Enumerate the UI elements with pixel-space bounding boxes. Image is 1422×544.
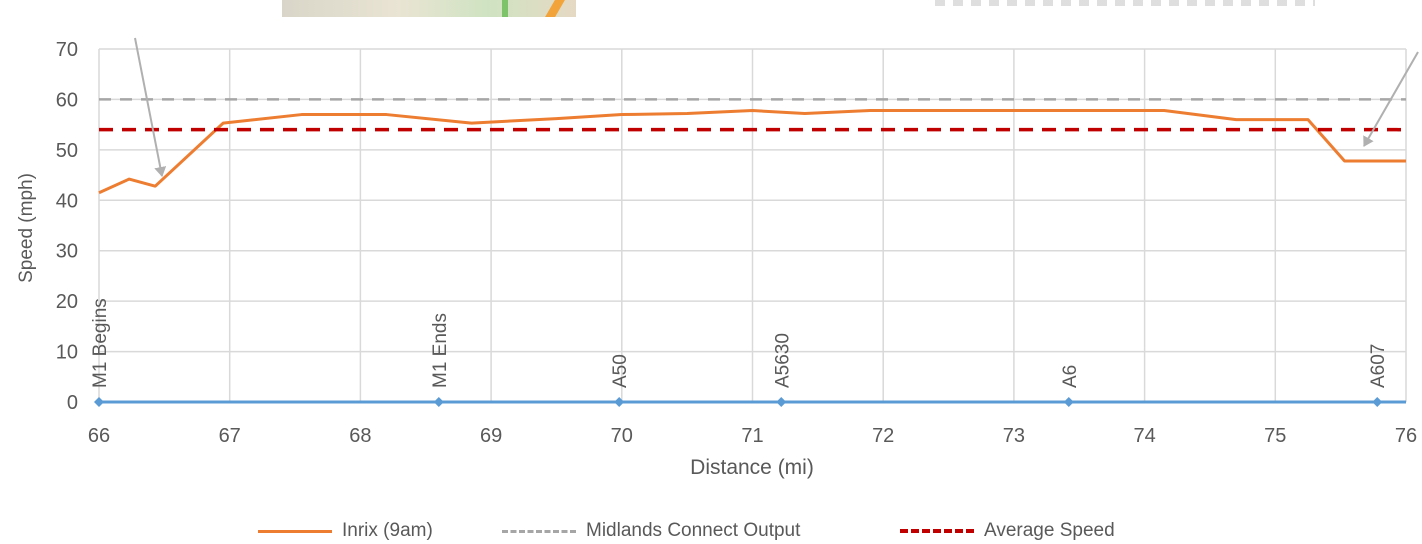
x-axis-ticks: 66 67 68 69 70 71 72 73 74 75 76 bbox=[88, 425, 1417, 447]
y-tick-label: 30 bbox=[56, 241, 78, 263]
speed-chart: 0 10 20 30 40 50 60 70 66 67 68 69 70 71 72 73 74 75 76 M… bbox=[16, 37, 1419, 479]
map-road-green bbox=[502, 0, 508, 17]
x-tick-label: 73 bbox=[1003, 425, 1025, 447]
junction-marker bbox=[94, 397, 104, 407]
annotation-arrow-right bbox=[1363, 51, 1419, 147]
junction-label: A6 bbox=[1060, 365, 1081, 388]
cropped-annotation-fragment bbox=[935, 0, 1315, 6]
legend-item-average: Average Speed bbox=[900, 520, 1115, 542]
junction-label: A50 bbox=[610, 354, 631, 388]
junction-marker bbox=[1063, 397, 1074, 407]
x-tick-label: 72 bbox=[872, 425, 894, 447]
junction-marker bbox=[1372, 397, 1383, 407]
junction-layer: M1 Begins M1 Ends A50 A5630 A6 A607 bbox=[90, 298, 1406, 407]
legend-item-midlands: Midlands Connect Output bbox=[502, 520, 800, 542]
x-tick-label: 75 bbox=[1264, 425, 1286, 447]
y-tick-label: 20 bbox=[56, 291, 78, 313]
legend-swatch-inrix bbox=[258, 529, 332, 533]
junction-label: A607 bbox=[1368, 344, 1389, 388]
legend-item-inrix: Inrix (9am) bbox=[258, 520, 433, 542]
junction-label: A5630 bbox=[772, 333, 793, 388]
y-tick-label: 50 bbox=[56, 140, 78, 162]
x-tick-label: 71 bbox=[741, 425, 763, 447]
y-tick-label: 70 bbox=[56, 39, 78, 61]
map-thumbnail bbox=[282, 0, 576, 17]
grid-lines bbox=[98, 48, 1407, 403]
annotation-arrow-left bbox=[134, 37, 167, 177]
junction-label: M1 Begins bbox=[90, 298, 111, 388]
x-tick-label: 76 bbox=[1395, 425, 1417, 447]
junction-label: M1 Ends bbox=[430, 313, 451, 388]
junction-marker bbox=[433, 397, 444, 407]
y-axis-label: Speed (mph) bbox=[16, 173, 37, 283]
x-tick-label: 68 bbox=[349, 425, 371, 447]
series-layer bbox=[98, 98, 1406, 195]
legend-swatch-average bbox=[900, 529, 974, 533]
x-axis-label: Distance (mi) bbox=[690, 456, 814, 479]
x-tick-label: 66 bbox=[88, 425, 110, 447]
junction-marker bbox=[776, 397, 787, 407]
legend-label-midlands: Midlands Connect Output bbox=[586, 520, 801, 541]
x-tick-label: 74 bbox=[1133, 425, 1155, 447]
x-tick-label: 69 bbox=[480, 425, 502, 447]
series-line-inrix bbox=[98, 109, 1406, 195]
y-tick-label: 10 bbox=[56, 342, 78, 364]
y-axis-ticks: 0 10 20 30 40 50 60 70 bbox=[56, 39, 78, 414]
legend-swatch-midlands bbox=[502, 529, 576, 533]
x-tick-label: 70 bbox=[611, 425, 633, 447]
y-tick-label: 60 bbox=[56, 89, 78, 111]
y-tick-label: 0 bbox=[67, 392, 78, 414]
chart-legend: Inrix (9am) Midlands Connect Output Aver… bbox=[0, 520, 1422, 544]
junction-marker bbox=[614, 397, 625, 407]
legend-label-inrix: Inrix (9am) bbox=[342, 520, 433, 541]
y-tick-label: 40 bbox=[56, 190, 78, 212]
x-tick-label: 67 bbox=[219, 425, 241, 447]
legend-label-average: Average Speed bbox=[984, 520, 1115, 541]
